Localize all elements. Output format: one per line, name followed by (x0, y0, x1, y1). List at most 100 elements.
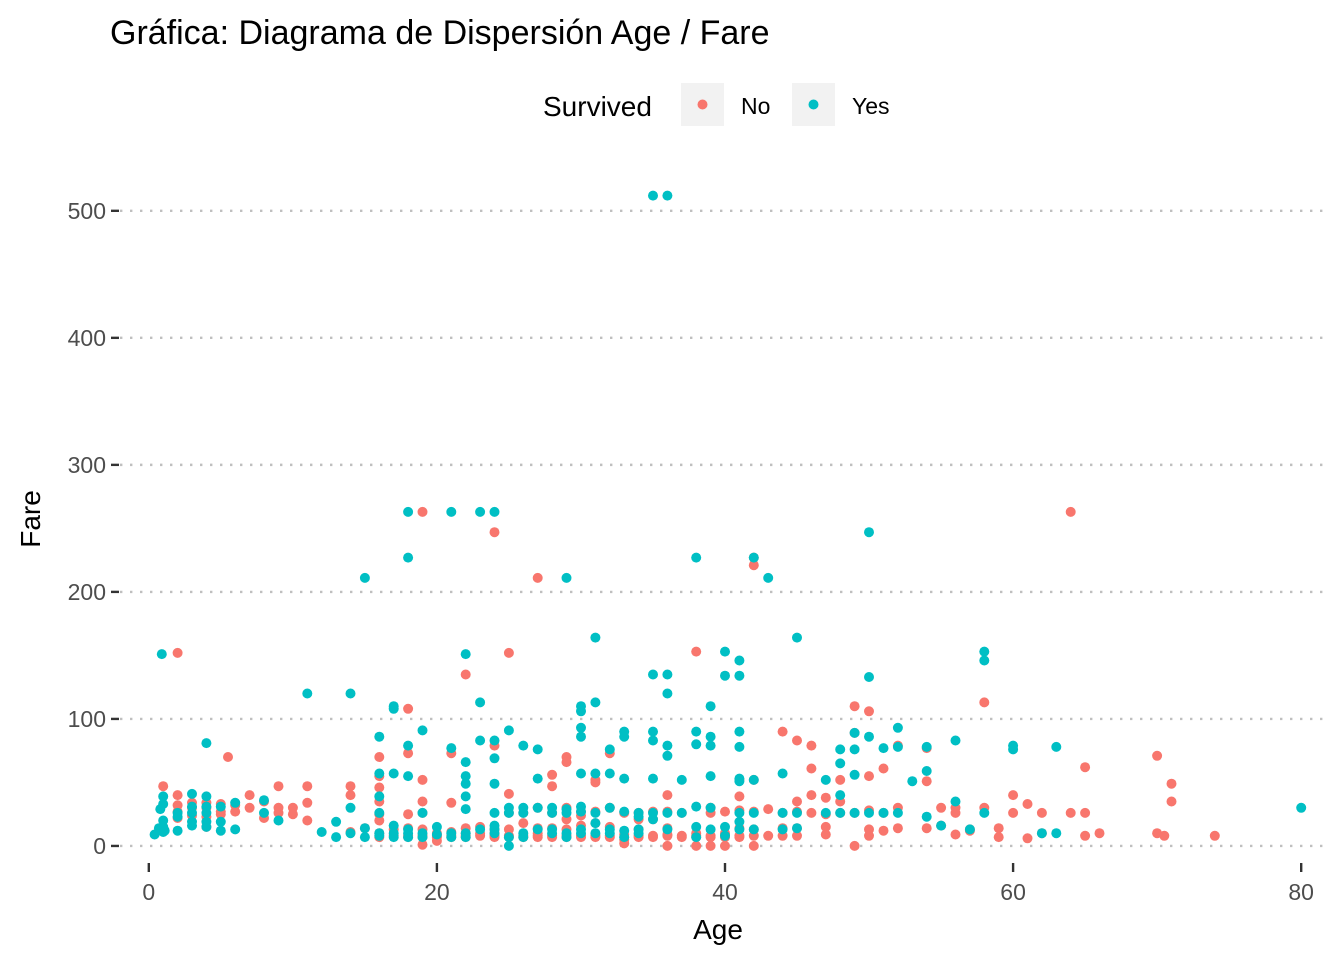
data-point-yes (662, 750, 673, 761)
data-point-yes (561, 832, 572, 843)
data-point-yes (475, 697, 486, 708)
data-point-yes (460, 804, 471, 815)
data-point-yes (1051, 741, 1062, 752)
data-point-no (223, 752, 233, 762)
data-point-no (302, 781, 313, 792)
data-point-yes (403, 506, 414, 517)
data-point-yes (359, 572, 370, 583)
data-point-no (1094, 828, 1105, 839)
data-point-yes (388, 703, 399, 714)
data-point-yes (532, 744, 543, 755)
data-point-no (806, 763, 817, 774)
chart-title: Gráfica: Diagrama de Dispersión Age / Fa… (110, 14, 770, 52)
data-point-yes (503, 807, 514, 818)
data-point-no (792, 735, 802, 746)
data-point-yes (215, 825, 226, 836)
grid-lines (120, 209, 1330, 848)
data-point-no (763, 830, 774, 841)
y-axis-title: Fare (15, 490, 46, 548)
data-point-no (691, 840, 702, 851)
data-point-no (532, 832, 543, 843)
data-point-yes (662, 824, 673, 835)
y-tick-label: 200 (68, 579, 106, 605)
data-point-yes (979, 807, 990, 818)
data-point-yes (691, 726, 702, 737)
data-point-yes (864, 672, 874, 682)
data-point-yes (187, 788, 197, 799)
data-point-yes (835, 758, 846, 769)
data-point-yes (720, 821, 730, 832)
data-point-yes (446, 743, 457, 754)
data-point-yes (374, 768, 385, 779)
data-point-yes (648, 773, 658, 784)
data-point-yes (374, 791, 385, 802)
data-point-no (1166, 796, 1177, 807)
data-point-no (403, 703, 414, 714)
data-point-yes (431, 821, 442, 832)
data-point-no (662, 790, 673, 801)
data-point-yes (503, 725, 514, 736)
data-point-yes (215, 816, 226, 827)
data-point-yes (576, 806, 586, 817)
data-point-yes (648, 726, 658, 737)
data-point-yes (662, 190, 673, 201)
data-point-yes (691, 552, 702, 563)
data-point-no (820, 792, 831, 803)
data-point-yes (489, 753, 500, 764)
data-point-no (1152, 750, 1163, 761)
data-point-no (720, 806, 730, 817)
data-point-no (864, 830, 874, 841)
data-point-no (172, 790, 183, 801)
data-point-yes (1051, 828, 1062, 839)
data-point-no (748, 560, 759, 571)
data-point-yes (388, 832, 399, 843)
data-point-yes (950, 735, 961, 746)
data-point-no (417, 506, 428, 517)
data-point-no (849, 701, 860, 712)
data-point-yes (331, 816, 342, 827)
data-point-yes (792, 632, 802, 643)
data-point-yes (691, 832, 702, 843)
data-point-yes (475, 735, 486, 746)
data-points (149, 190, 1307, 851)
data-point-yes (777, 807, 788, 818)
data-point-no (345, 790, 356, 801)
data-point-yes (215, 801, 226, 812)
data-point-no (979, 697, 990, 708)
data-point-no (503, 647, 514, 658)
data-point-yes (633, 828, 644, 839)
data-point-yes (431, 829, 442, 840)
data-point-no (244, 802, 255, 813)
data-point-yes (748, 774, 759, 785)
legend-key-no (697, 99, 708, 110)
y-tick-label: 400 (68, 325, 106, 351)
data-point-yes (403, 552, 414, 563)
y-tick-label: 500 (68, 198, 106, 224)
data-point-no (1008, 790, 1019, 801)
data-point-no (547, 769, 558, 780)
data-point-yes (720, 670, 730, 681)
data-point-yes (489, 735, 500, 746)
data-point-yes (460, 778, 471, 789)
data-point-yes (777, 768, 788, 779)
data-point-no (1022, 833, 1033, 844)
data-point-yes (734, 655, 745, 666)
data-point-yes (403, 771, 414, 782)
data-point-yes (921, 741, 932, 752)
data-point-yes (201, 791, 212, 802)
data-point-no (215, 809, 226, 820)
data-point-no (374, 815, 385, 826)
y-axis: 0 100 200 300 400 500 (68, 198, 119, 859)
data-point-yes (475, 824, 486, 835)
data-point-yes (604, 744, 615, 755)
data-point-yes (604, 768, 615, 779)
data-point-yes (676, 807, 687, 818)
data-point-yes (748, 824, 759, 835)
data-point-no (921, 823, 932, 834)
data-point-yes (259, 795, 269, 806)
data-point-no (820, 821, 831, 832)
data-point-yes (201, 738, 212, 749)
data-point-no (820, 829, 831, 840)
data-point-no (705, 840, 716, 851)
data-point-yes (576, 828, 586, 839)
